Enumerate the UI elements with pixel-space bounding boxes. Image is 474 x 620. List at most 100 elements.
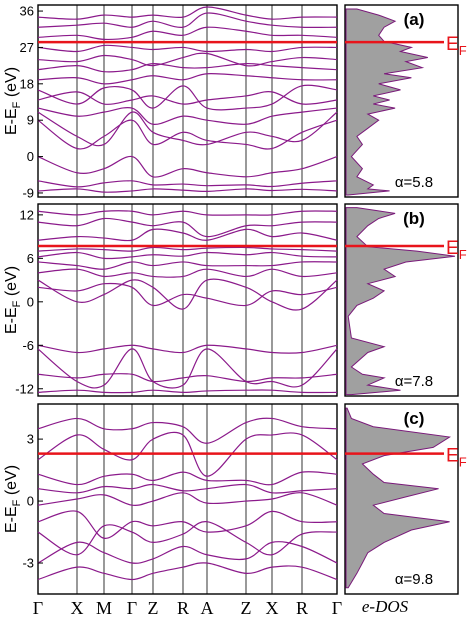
y-tick-label: 18 bbox=[20, 76, 34, 91]
band-line bbox=[37, 210, 338, 216]
alpha-label: α=9.8 bbox=[395, 571, 433, 588]
band-line bbox=[37, 107, 338, 125]
band-line bbox=[37, 431, 338, 477]
y-axis-label-sub: F bbox=[11, 101, 23, 108]
y-axis-label-unit: (eV) bbox=[3, 266, 20, 301]
y-axis-label-main: E-E bbox=[3, 506, 20, 533]
k-point-label: Γ bbox=[127, 598, 137, 618]
fermi-level-subscript: F bbox=[459, 247, 467, 262]
band-line bbox=[37, 155, 338, 178]
band-line bbox=[37, 62, 338, 73]
dos-curve bbox=[345, 8, 428, 196]
band-line bbox=[37, 72, 338, 85]
band-line bbox=[37, 119, 338, 150]
band-line bbox=[37, 541, 338, 564]
y-tick-label: 6 bbox=[27, 251, 34, 266]
band-lines bbox=[37, 6, 338, 581]
fermi-level-subscript: F bbox=[459, 455, 467, 470]
band-line bbox=[37, 111, 338, 147]
panel-frames bbox=[37, 4, 459, 595]
y-tick-label: -12 bbox=[15, 381, 34, 396]
k-point-label: Γ bbox=[33, 598, 43, 618]
dos-panel-frame bbox=[344, 403, 459, 595]
dos-curve bbox=[345, 407, 452, 589]
k-point-label: Γ bbox=[332, 598, 342, 618]
band-line bbox=[37, 44, 338, 53]
band-line bbox=[37, 52, 338, 67]
k-point-label: X bbox=[71, 598, 84, 618]
y-axis-label: E-EF (eV) bbox=[3, 67, 23, 135]
fermi-lines bbox=[38, 40, 444, 455]
band-panel-frame bbox=[37, 203, 338, 397]
band-panel-frame bbox=[37, 4, 338, 198]
band-line bbox=[37, 246, 338, 252]
band-line bbox=[37, 84, 338, 111]
y-tick-label: 9 bbox=[27, 113, 34, 128]
y-tick-label: -6 bbox=[22, 338, 34, 353]
band-line bbox=[37, 91, 338, 105]
y-tick-label: 27 bbox=[20, 40, 34, 55]
band-line bbox=[37, 348, 338, 389]
k-point-label: M bbox=[96, 598, 112, 618]
dos-panel-frame bbox=[344, 203, 459, 397]
band-line bbox=[37, 521, 338, 556]
dos-axis-label: e-DOS bbox=[362, 597, 409, 616]
dos-panel-frame bbox=[344, 4, 459, 198]
band-line bbox=[37, 188, 338, 193]
band-line bbox=[37, 217, 338, 238]
y-tick-label: 3 bbox=[27, 432, 34, 447]
k-point-label: Z bbox=[241, 598, 252, 618]
y-axis-label-main: E-E bbox=[3, 108, 20, 135]
band-line bbox=[37, 562, 338, 581]
k-point-label: X bbox=[266, 598, 279, 618]
dos-curves bbox=[345, 8, 456, 589]
fermi-level-label: EF bbox=[446, 34, 467, 58]
y-tick-label: 12 bbox=[20, 207, 34, 222]
y-tick-label: 0 bbox=[27, 294, 34, 309]
band-line bbox=[37, 261, 338, 270]
fermi-level-subscript: F bbox=[459, 43, 467, 58]
dos-curve bbox=[345, 207, 456, 396]
band-line bbox=[37, 268, 338, 278]
alpha-label: α=7.8 bbox=[395, 373, 433, 390]
k-point-label: R bbox=[177, 598, 189, 618]
band-line bbox=[37, 12, 338, 28]
fermi-level-label: EF bbox=[446, 446, 467, 470]
panel-label: (c) bbox=[404, 409, 425, 428]
band-line bbox=[37, 278, 338, 311]
y-tick-label: 0 bbox=[27, 149, 34, 164]
band-line bbox=[37, 6, 338, 20]
panel-label: (a) bbox=[404, 10, 425, 29]
y-ticks: 36 27 18 9 0 -9 12 6 0 -6 -12 3 0 -3 bbox=[15, 4, 43, 571]
panel-label: (b) bbox=[403, 209, 425, 228]
fermi-level-label: EF bbox=[446, 238, 467, 262]
y-tick-label: 36 bbox=[20, 4, 34, 19]
y-axis-label-sub: F bbox=[11, 499, 23, 506]
band-panel-frame bbox=[37, 403, 338, 595]
band-line bbox=[37, 180, 338, 188]
y-tick-label: -9 bbox=[22, 185, 34, 200]
band-line bbox=[37, 483, 338, 494]
alpha-label: α=5.8 bbox=[395, 174, 433, 191]
band-line bbox=[37, 510, 338, 539]
band-line bbox=[37, 471, 338, 486]
y-axis-label-unit: (eV) bbox=[3, 67, 20, 102]
band-line bbox=[37, 417, 338, 444]
band-line bbox=[37, 389, 338, 394]
band-line bbox=[37, 344, 338, 354]
y-tick-label: 0 bbox=[27, 494, 34, 509]
k-point-label: R bbox=[296, 598, 308, 618]
y-axis-label-unit: (eV) bbox=[3, 465, 20, 500]
y-axis-label-main: E-E bbox=[3, 307, 20, 334]
band-line bbox=[37, 373, 338, 383]
band-line bbox=[37, 26, 338, 41]
band-line bbox=[37, 251, 338, 260]
band-line bbox=[37, 282, 338, 307]
y-axis-label-sub: F bbox=[11, 300, 23, 307]
band-line bbox=[37, 228, 338, 242]
band-line bbox=[37, 492, 338, 506]
y-tick-label: -3 bbox=[22, 556, 34, 571]
y-axis-label: E-EF (eV) bbox=[3, 465, 23, 533]
